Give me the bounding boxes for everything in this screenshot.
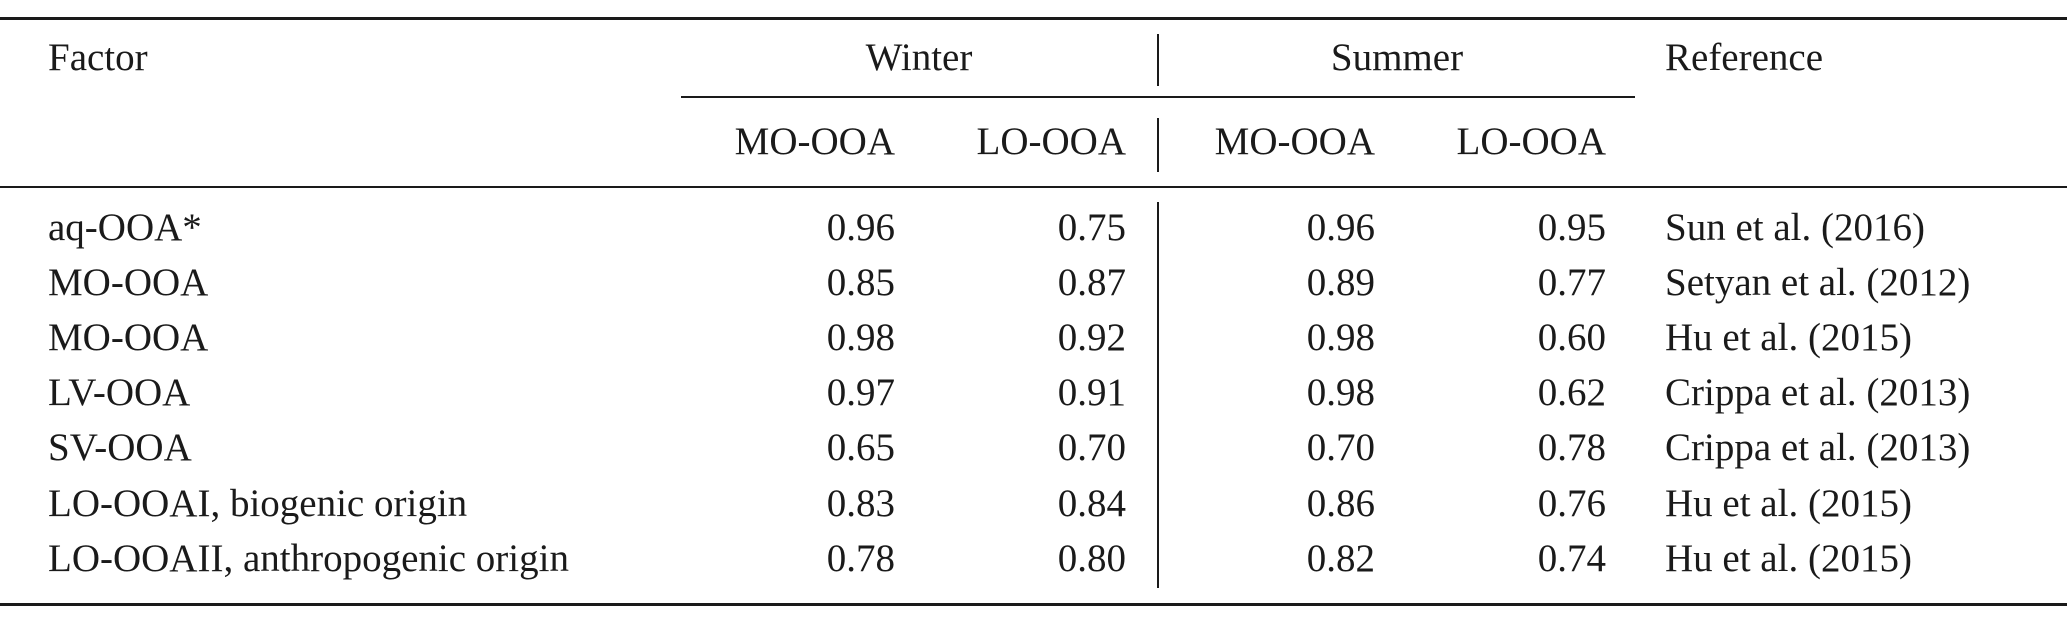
cell-summer-mo-ooa: 0.98	[1306, 316, 1375, 359]
cell-reference: Crippa et al. (2013)	[1665, 371, 1971, 414]
season-divider-top	[1157, 34, 1159, 86]
cell-summer-lo-ooa: 0.62	[1537, 371, 1606, 414]
cell-reference: Crippa et al. (2013)	[1665, 426, 1971, 469]
subheader-summer-mo-ooa: MO-OOA	[1214, 120, 1375, 163]
subheader-summer-lo-ooa: LO-OOA	[1456, 120, 1606, 163]
cell-reference: Sun et al. (2016)	[1665, 206, 1925, 249]
cell-winter-mo-ooa: 0.97	[826, 371, 895, 414]
subheader-winter-lo-ooa: LO-OOA	[976, 120, 1126, 163]
cell-winter-mo-ooa: 0.83	[826, 482, 895, 525]
header-bottom-rule	[0, 186, 2067, 188]
cell-winter-lo-ooa: 0.87	[1057, 261, 1126, 304]
header-summer: Summer	[1330, 36, 1464, 79]
cell-winter-mo-ooa: 0.96	[826, 206, 895, 249]
cell-winter-lo-ooa: 0.80	[1057, 537, 1126, 580]
cell-factor: SV-OOA	[48, 426, 192, 469]
bottom-rule	[0, 603, 2067, 606]
cell-reference: Hu et al. (2015)	[1665, 537, 1912, 580]
cell-reference: Hu et al. (2015)	[1665, 316, 1912, 359]
subheader-winter-mo-ooa: MO-OOA	[734, 120, 895, 163]
top-rule	[0, 17, 2067, 20]
cell-winter-mo-ooa: 0.98	[826, 316, 895, 359]
cell-winter-lo-ooa: 0.84	[1057, 482, 1126, 525]
cell-winter-lo-ooa: 0.92	[1057, 316, 1126, 359]
cell-summer-lo-ooa: 0.77	[1537, 261, 1606, 304]
cell-summer-lo-ooa: 0.95	[1537, 206, 1606, 249]
cell-summer-mo-ooa: 0.89	[1306, 261, 1375, 304]
cell-winter-lo-ooa: 0.75	[1057, 206, 1126, 249]
cell-factor: MO-OOA	[48, 261, 209, 304]
cell-summer-lo-ooa: 0.76	[1537, 482, 1606, 525]
header-reference: Reference	[1665, 36, 1824, 79]
cell-factor: LO-OOAI, biogenic origin	[48, 482, 468, 525]
cell-factor: LV-OOA	[48, 371, 191, 414]
cell-summer-mo-ooa: 0.98	[1306, 371, 1375, 414]
cell-reference: Hu et al. (2015)	[1665, 482, 1912, 525]
cell-summer-lo-ooa: 0.60	[1537, 316, 1606, 359]
winter-underline	[681, 96, 1159, 98]
cell-factor: aq-OOA*	[48, 206, 202, 249]
header-factor: Factor	[48, 36, 148, 79]
cell-summer-mo-ooa: 0.86	[1306, 482, 1375, 525]
header-winter: Winter	[865, 36, 973, 79]
cell-summer-mo-ooa: 0.82	[1306, 537, 1375, 580]
cell-summer-mo-ooa: 0.70	[1306, 426, 1375, 469]
cell-winter-mo-ooa: 0.85	[826, 261, 895, 304]
cell-summer-lo-ooa: 0.78	[1537, 426, 1606, 469]
cell-winter-mo-ooa: 0.65	[826, 426, 895, 469]
cell-reference: Setyan et al. (2012)	[1665, 261, 1971, 304]
cell-factor: MO-OOA	[48, 316, 209, 359]
season-divider-body	[1157, 202, 1159, 588]
summer-underline	[1159, 96, 1635, 98]
cell-summer-mo-ooa: 0.96	[1306, 206, 1375, 249]
cell-factor: LO-OOAII, anthropogenic origin	[48, 537, 569, 580]
cell-winter-lo-ooa: 0.91	[1057, 371, 1126, 414]
cell-winter-lo-ooa: 0.70	[1057, 426, 1126, 469]
season-divider-sub	[1157, 118, 1159, 172]
cell-summer-lo-ooa: 0.74	[1537, 537, 1606, 580]
cell-winter-mo-ooa: 0.78	[826, 537, 895, 580]
